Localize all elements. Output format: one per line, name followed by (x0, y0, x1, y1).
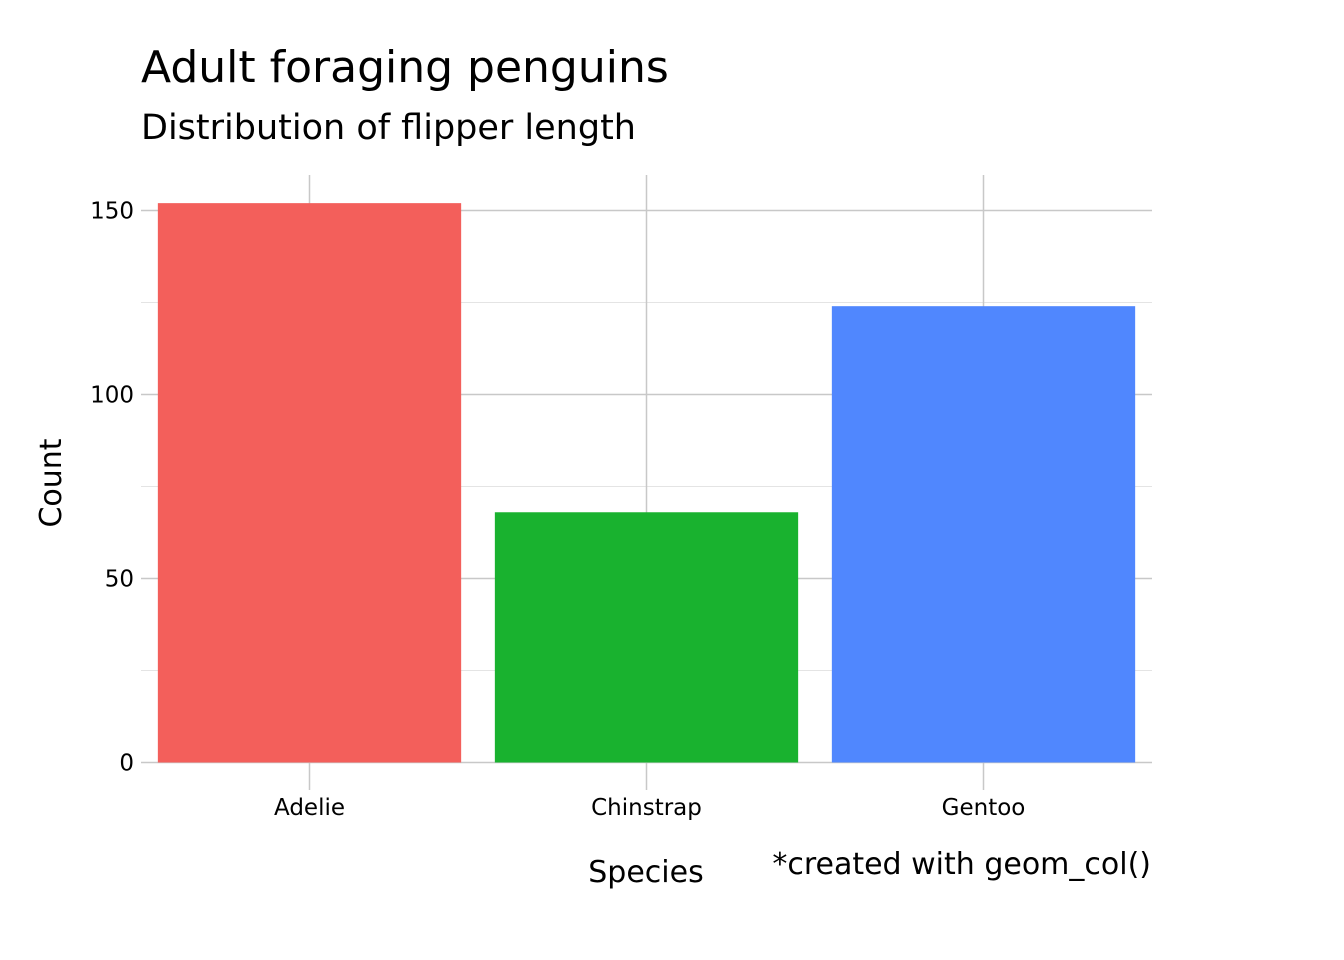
x-tick-label: Gentoo (942, 795, 1026, 821)
bars (157, 203, 1136, 763)
y-tick-label: 0 (119, 751, 134, 777)
y-axis-ticks: 0 50 100 150 (90, 199, 134, 777)
x-tick-label: Chinstrap (591, 795, 702, 821)
bar-adelie (157, 203, 462, 763)
y-tick-label: 50 (105, 567, 134, 593)
x-axis-ticks: Adelie Chinstrap Gentoo (274, 795, 1025, 821)
bar-gentoo (831, 306, 1136, 763)
y-axis-title: Count (34, 438, 69, 527)
chart-title: Adult foraging penguins (141, 42, 669, 93)
y-tick-label: 150 (90, 199, 134, 225)
x-tick-label: Adelie (274, 795, 345, 821)
chart-caption: *created with geom_col() (772, 847, 1151, 882)
bar-chinstrap (494, 512, 799, 763)
x-axis-title: Species (588, 855, 703, 890)
chart-subtitle: Distribution of flipper length (141, 108, 636, 148)
y-tick-label: 100 (90, 383, 134, 409)
